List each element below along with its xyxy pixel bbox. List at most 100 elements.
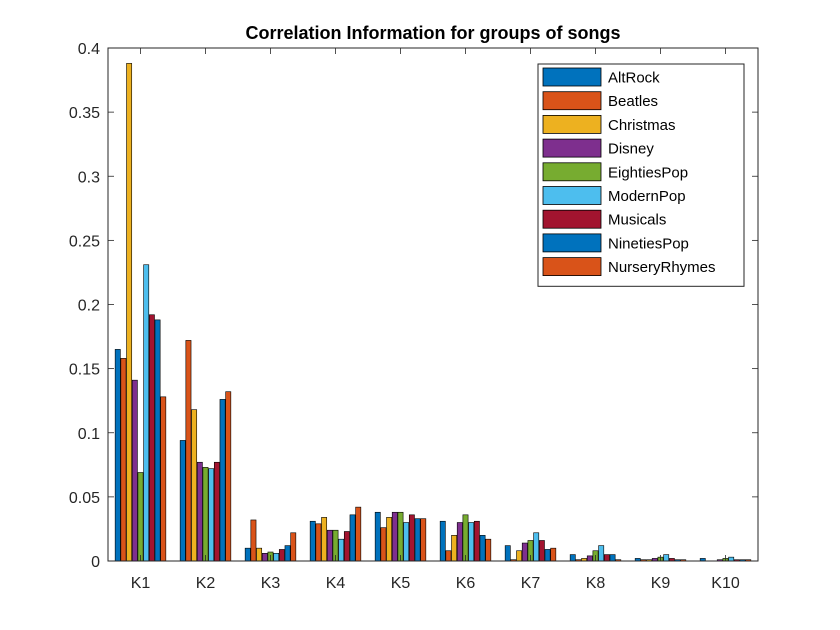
- bar-NurseryRhymes-K5: [420, 518, 427, 562]
- y-tick-label: 0: [91, 554, 100, 571]
- bar-Beatles-K3: [250, 519, 257, 562]
- bar-NinetiesPop-K2: [219, 399, 226, 562]
- legend-swatch-Musicals: [542, 209, 602, 229]
- bar-NinetiesPop-K6: [479, 535, 486, 562]
- bar-EightiesPop-K1: [137, 472, 144, 562]
- bar-AltRock-K5: [374, 511, 381, 562]
- x-tick-label: K10: [711, 575, 740, 592]
- bar-AltRock-K8: [569, 554, 576, 562]
- bar-NinetiesPop-K3: [284, 545, 291, 562]
- legend-label-EightiesPop: EightiesPop: [608, 164, 688, 181]
- legend-swatch-AltRock: [542, 67, 602, 87]
- legend-swatch-EightiesPop: [542, 162, 602, 182]
- bar-EightiesPop-K2: [202, 467, 209, 562]
- bar-NinetiesPop-K1: [154, 319, 161, 562]
- y-tick-label: 0.15: [69, 362, 100, 379]
- bar-ModernPop-K5: [403, 522, 410, 562]
- bar-Christmas-K5: [386, 517, 393, 562]
- x-tick-label: K6: [456, 575, 476, 592]
- bar-AltRock-K1: [114, 349, 121, 562]
- bar-ModernPop-K6: [468, 522, 475, 562]
- bar-NinetiesPop-K7: [544, 549, 551, 562]
- axes-layer: K1 K2 K3 K4 K5 K6 K7 K8 K9 K10 0 0.05 0.1 0.15 0.2 0.25…: [69, 41, 759, 592]
- bar-Christmas-K6: [451, 535, 458, 562]
- legend-swatch-ModernPop: [542, 186, 602, 205]
- bar-Beatles-K5: [380, 527, 387, 562]
- legend-swatch-NinetiesPop: [542, 233, 602, 253]
- y-tick-label: 0.1: [78, 426, 100, 443]
- x-tick-label: K1: [131, 575, 151, 592]
- bar-NinetiesPop-K5: [414, 518, 421, 562]
- bar-AltRock-K2: [179, 440, 186, 562]
- x-tick-label: K4: [326, 575, 346, 592]
- legend-label-Musicals: Musicals: [608, 212, 666, 229]
- bar-Musicals-K8: [603, 554, 610, 562]
- legend-label-Christmas: Christmas: [608, 117, 676, 134]
- bar-ModernPop-K2: [208, 468, 215, 562]
- bar-AltRock-K3: [244, 547, 251, 562]
- bar-ModernPop-K3: [273, 552, 280, 562]
- bar-NinetiesPop-K4: [349, 514, 356, 562]
- axes-box: [107, 47, 759, 562]
- bar-Musicals-K5: [408, 514, 415, 562]
- bar-Musicals-K6: [473, 520, 480, 562]
- bar-AltRock-K4: [309, 520, 316, 562]
- x-tick-label: K8: [586, 575, 606, 592]
- bar-Christmas-K3: [256, 547, 263, 562]
- bar-NurseryRhymes-K1: [160, 396, 167, 562]
- bar-ModernPop-K4: [338, 538, 345, 562]
- legend-swatch-NurseryRhymes: [542, 257, 602, 277]
- y-tick-label: 0.25: [69, 233, 100, 250]
- legend-label-NurseryRhymes: NurseryRhymes: [608, 259, 716, 276]
- bar-Disney-K8: [586, 555, 593, 562]
- x-tick-label: K9: [651, 575, 671, 592]
- bar-NurseryRhymes-K7: [550, 547, 557, 562]
- bar-NinetiesPop-K8: [609, 554, 616, 562]
- bar-Disney-K6: [456, 522, 463, 562]
- bar-Disney-K5: [391, 511, 398, 562]
- legend-label-Disney: Disney: [608, 141, 654, 158]
- bar-Beatles-K4: [315, 523, 322, 562]
- bar-Musicals-K4: [343, 531, 350, 562]
- legend-label-Beatles: Beatles: [608, 93, 658, 110]
- bar-EightiesPop-K5: [397, 511, 404, 562]
- bar-Christmas-K2: [191, 409, 198, 562]
- chart-title: Correlation Information for groups of so…: [246, 23, 621, 43]
- legend-swatch-Beatles: [542, 91, 602, 111]
- bar-ModernPop-K8: [598, 545, 605, 562]
- bar-Christmas-K7: [516, 550, 523, 562]
- bar-Disney-K4: [326, 529, 333, 562]
- bar-Musicals-K2: [213, 461, 220, 562]
- bar-Christmas-K4: [321, 517, 328, 562]
- y-tick-label: 0.05: [69, 490, 100, 507]
- bar-Beatles-K1: [120, 358, 127, 562]
- legend-swatch-Christmas: [542, 115, 602, 134]
- x-tick-label: K3: [261, 575, 281, 592]
- x-tick-label: K5: [391, 575, 411, 592]
- bar-NurseryRhymes-K6: [485, 538, 492, 562]
- legend-label-AltRock: AltRock: [608, 70, 660, 87]
- bar-Disney-K2: [196, 461, 203, 562]
- bar-Disney-K1: [131, 379, 138, 562]
- y-tick-label: 0.2: [78, 298, 100, 315]
- legend: AltRock Beatles Christmas Disney EightiesPop…: [537, 63, 745, 287]
- bar-ModernPop-K1: [143, 264, 150, 562]
- legend-label-ModernPop: ModernPop: [608, 188, 686, 205]
- bar-Beatles-K2: [185, 340, 192, 562]
- x-tick-label: K7: [521, 575, 541, 592]
- x-tick-label: K2: [196, 575, 216, 592]
- bar-ModernPop-K9: [663, 554, 670, 562]
- bar-Disney-K3: [261, 552, 268, 562]
- bar-Musicals-K3: [278, 549, 285, 562]
- bar-Disney-K7: [521, 542, 528, 562]
- legend-swatch-Disney: [542, 138, 602, 158]
- legend-label-NinetiesPop: NinetiesPop: [608, 235, 689, 252]
- bar-EightiesPop-K6: [462, 514, 469, 562]
- y-tick-label: 0.3: [78, 169, 100, 186]
- bar-AltRock-K6: [439, 520, 446, 562]
- bar-Musicals-K7: [538, 540, 545, 562]
- bar-AltRock-K7: [504, 545, 511, 562]
- bar-NurseryRhymes-K2: [225, 391, 232, 562]
- bar-NurseryRhymes-K3: [290, 532, 297, 562]
- bar-Musicals-K1: [148, 314, 155, 562]
